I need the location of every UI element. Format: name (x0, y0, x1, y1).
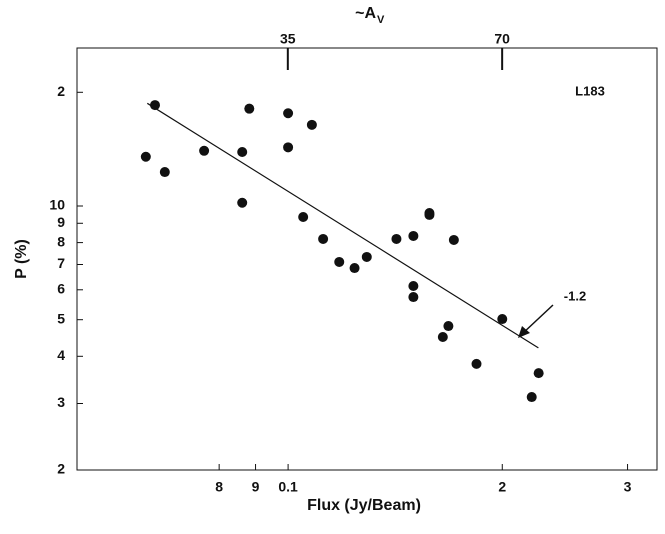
y-tick-label: 7 (57, 255, 65, 271)
point (391, 233, 402, 244)
y-tick-label: 2 (57, 461, 65, 477)
x-tick-label: 8 (215, 479, 223, 495)
point (408, 230, 419, 241)
annotation-arrow (521, 304, 554, 335)
y-tick-label: 6 (57, 280, 65, 296)
point (237, 146, 248, 157)
point (334, 256, 345, 267)
point (149, 100, 160, 111)
arrow-head (518, 326, 530, 338)
y-tick-label: 9 (57, 214, 65, 230)
point (199, 145, 210, 156)
y-tick-label: 5 (57, 310, 65, 326)
top-axis-title-sub: V (377, 14, 385, 26)
top-axis-title: ~A (355, 5, 376, 22)
point (244, 103, 255, 114)
point (283, 142, 294, 153)
point (349, 263, 360, 274)
fit-line (146, 102, 539, 349)
point (408, 292, 419, 303)
y-tick-label: 4 (57, 347, 65, 363)
x-axis-title: Flux (Jy/Beam) (307, 497, 421, 514)
point (533, 368, 544, 379)
plot-frame (76, 47, 658, 471)
x-tick-label: 9 (252, 479, 260, 495)
y-tick-label: 2 (57, 83, 65, 99)
y-axis-title: P (%) (13, 239, 30, 279)
point (443, 321, 454, 332)
y-tick-label: 8 (57, 233, 65, 249)
x-tick-label: 3 (624, 479, 632, 495)
point (408, 281, 419, 292)
point (448, 234, 459, 245)
point (298, 212, 309, 223)
y-tick-label: 10 (49, 197, 65, 213)
point (526, 392, 537, 403)
point (159, 167, 170, 178)
point (471, 358, 482, 369)
x2-tick-label: 35 (280, 31, 296, 47)
x-tick-label: 0.1 (278, 479, 298, 495)
point (140, 151, 151, 162)
point (437, 331, 448, 342)
point (283, 108, 294, 119)
x-tick-label: 2 (498, 479, 506, 495)
y-tick-label: 3 (57, 394, 65, 410)
x2-tick-label: 70 (494, 31, 510, 47)
point (497, 314, 508, 325)
point (424, 208, 435, 219)
panel-label: L183 (575, 83, 605, 98)
point (306, 119, 317, 130)
point (361, 251, 372, 262)
point (318, 233, 329, 244)
annotation: -1.2 (564, 288, 586, 303)
point (237, 197, 248, 208)
